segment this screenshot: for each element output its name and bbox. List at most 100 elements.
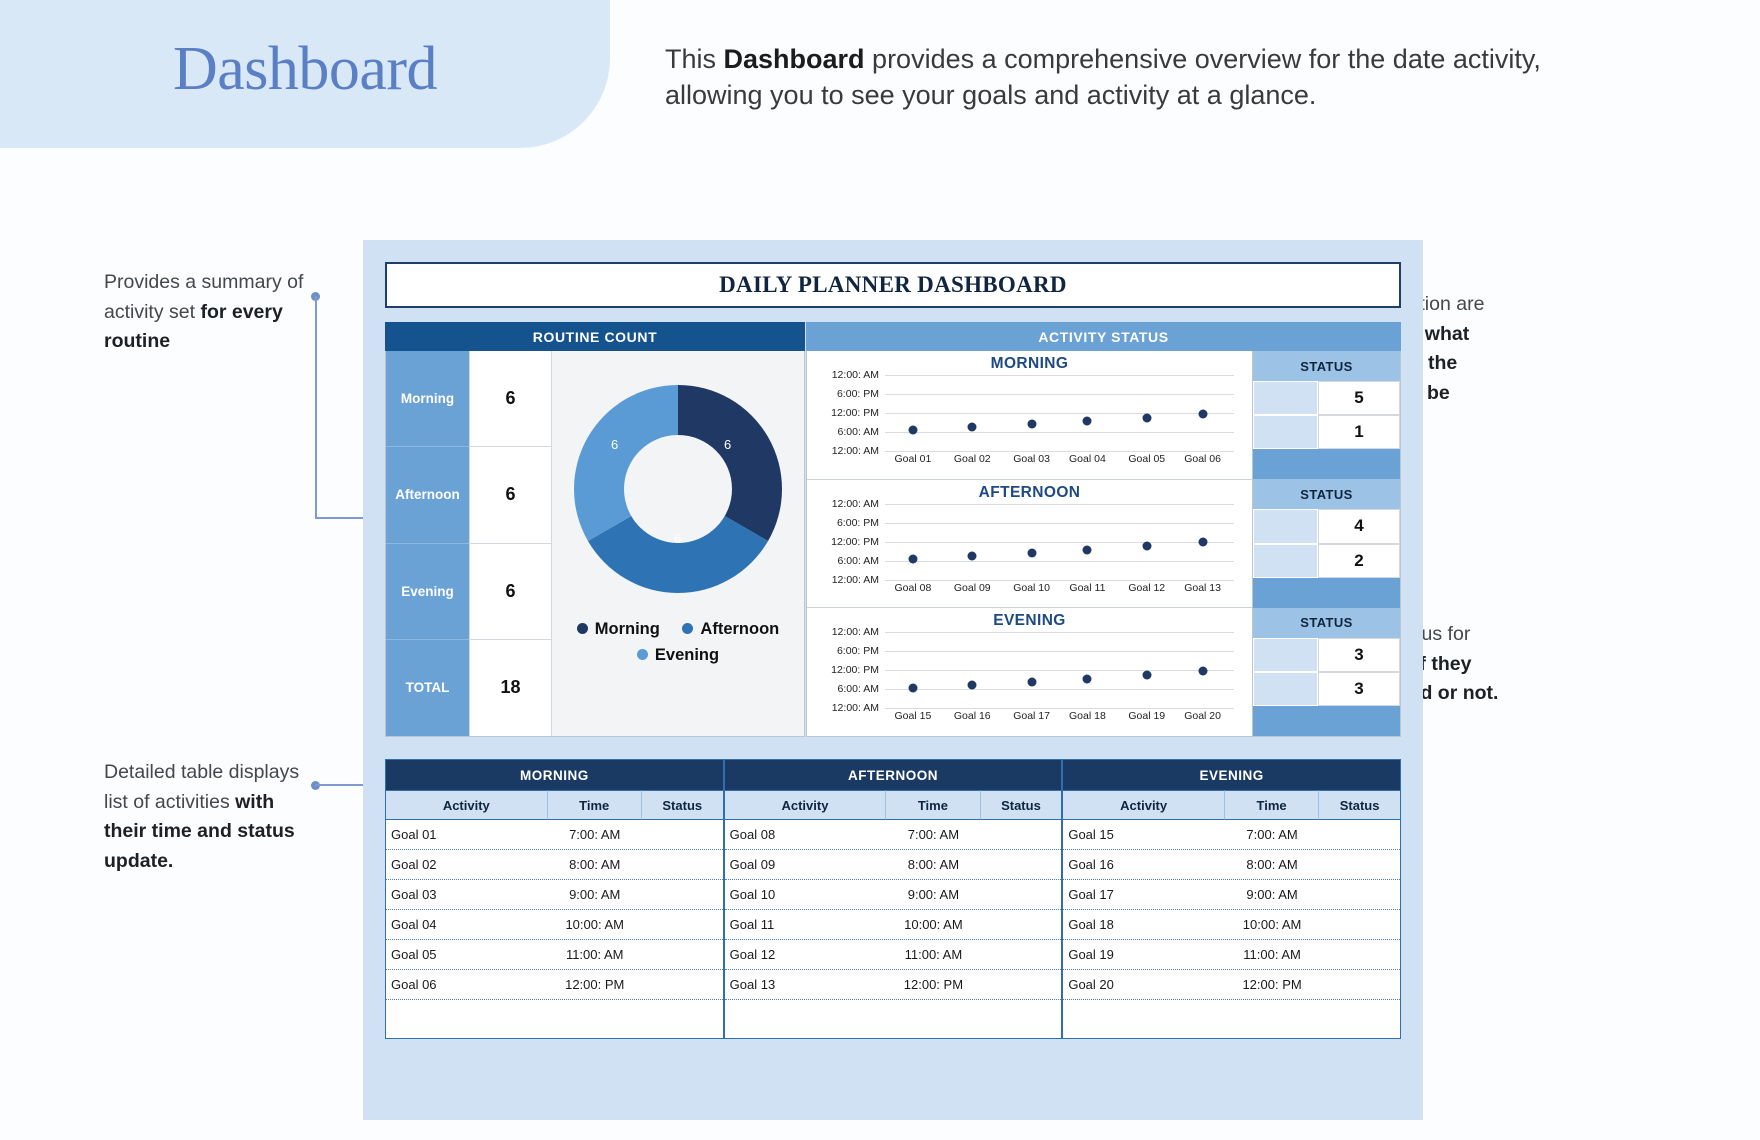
chart-evening-point <box>1142 670 1152 680</box>
table-row[interactable]: Goal 05 11:00: AM <box>386 940 723 970</box>
cell-time: 12:00: PM <box>565 977 625 992</box>
chart-afternoon-xtick-0: Goal 08 <box>894 581 932 594</box>
table-row[interactable]: Goal 08 7:00: AM <box>724 820 1062 850</box>
detail-col-status: Status <box>641 790 723 820</box>
status-value-evening-2: 3 <box>1318 671 1400 706</box>
routine-row-afternoon: Afternoon 6 <box>386 447 551 544</box>
annotation-table-bold: with their time and status update. <box>104 790 295 872</box>
chart-evening-point <box>967 680 977 690</box>
cell-status <box>981 970 1062 999</box>
chart-morning-point <box>1198 409 1208 419</box>
routine-label-evening: Evening <box>386 543 469 640</box>
table-row[interactable]: Goal 01 7:00: AM <box>386 820 723 850</box>
chart-evening-xtick-5: Goal 20 <box>1184 710 1221 723</box>
table-row[interactable]: Goal 15 7:00: AM <box>1063 820 1401 850</box>
cell-time: 11:00: AM <box>565 947 624 962</box>
cell-status <box>1319 820 1400 849</box>
chart-afternoon-point <box>1142 541 1152 551</box>
cell-time: 7:00: AM <box>907 827 960 842</box>
chart-morning-plot: 12:00: AM 6:00: PM 12:00: PM 6:00: AM 12… <box>831 369 1234 457</box>
routine-row-evening: Evening 6 <box>386 543 551 640</box>
table-row[interactable]: Goal 10 9:00: AM <box>724 880 1062 910</box>
detail-table: MORNING Activity Time Status Goal 01 7:0… <box>385 759 1401 1039</box>
table-row[interactable]: Goal 17 9:00: AM <box>1063 880 1401 910</box>
cell-activity: Goal 04 <box>391 917 437 932</box>
cell-time: 12:00: PM <box>903 977 964 992</box>
cell-status <box>981 850 1062 879</box>
legend-label-morning: Morning <box>594 620 660 638</box>
chart-afternoon-point <box>1198 537 1208 547</box>
status-header-morning: STATUS <box>1253 351 1400 381</box>
table-row[interactable]: Goal 20 12:00: PM <box>1063 970 1401 1000</box>
donut-hole <box>624 435 732 543</box>
table-row[interactable]: Goal 18 10:00: AM <box>1063 910 1401 940</box>
table-row[interactable]: Goal 11 10:00: AM <box>724 910 1062 940</box>
table-row[interactable]: Goal 09 8:00: AM <box>724 850 1062 880</box>
cell-activity: Goal 03 <box>391 887 437 902</box>
cell-activity: Goal 09 <box>729 857 776 872</box>
routine-count-table: Morning 6 Afternoon 6 Evening 6 TOTAL 18 <box>386 351 551 736</box>
chart-morning-xtick-2: Goal 03 <box>1013 453 1050 465</box>
status-block-evening: STATUS 3 3 <box>1253 607 1400 736</box>
status-block-morning: STATUS 5 1 <box>1253 351 1400 480</box>
activity-charts-column: MORNING 12:00: AM 6:00: PM 12:00: PM 6:0… <box>806 351 1253 737</box>
cell-status <box>1319 940 1400 969</box>
table-row[interactable]: Goal 02 8:00: AM <box>386 850 723 880</box>
top-widgets-row: ROUTINE COUNT Morning 6 Afternoon 6 Even… <box>385 322 1401 737</box>
chart-afternoon-title: AFTERNOON <box>978 483 1081 501</box>
status-row: 4 <box>1253 509 1400 544</box>
chart-morning-point <box>908 425 918 435</box>
chart-morning-point <box>1027 419 1037 429</box>
cell-time: 11:00: AM <box>1243 947 1301 962</box>
legend-item-morning: Morning <box>576 620 665 638</box>
table-row[interactable]: Goal 16 8:00: AM <box>1063 850 1401 880</box>
header-description: This Dashboard provides a comprehensive … <box>665 42 1595 113</box>
status-cell-blank <box>1253 381 1318 416</box>
detail-column-afternoon: AFTERNOON Activity Time Status Goal 08 7… <box>724 760 1064 1038</box>
cell-status <box>1319 910 1400 939</box>
chart-afternoon-ytick-2: 12:00: PM <box>831 535 879 548</box>
table-row[interactable]: Goal 19 11:00: AM <box>1063 940 1401 970</box>
chart-afternoon-xtick-5: Goal 13 <box>1184 581 1221 594</box>
cell-status <box>642 910 723 939</box>
annotation-routine-vline <box>315 296 317 518</box>
chart-morning-ytick-2: 12:00: PM <box>831 407 879 419</box>
cell-time: 9:00: AM <box>907 887 960 902</box>
annotation-routine-bold: for every routine <box>104 300 283 353</box>
status-value-afternoon-1: 4 <box>1318 509 1400 544</box>
table-row[interactable]: Goal 03 9:00: AM <box>386 880 723 910</box>
chart-evening-title: EVENING <box>993 612 1066 630</box>
routine-value-total: 18 <box>469 639 551 736</box>
legend-dot-morning <box>576 623 588 635</box>
table-row[interactable]: Goal 12 11:00: AM <box>724 940 1062 970</box>
cell-time: 7:00: AM <box>569 827 621 842</box>
routine-count-body: Morning 6 Afternoon 6 Evening 6 TOTAL 18 <box>385 351 805 737</box>
desc-prefix: This <box>665 44 724 74</box>
donut-svg <box>574 385 782 593</box>
chart-evening-xtick-4: Goal 19 <box>1128 710 1166 723</box>
cell-activity: Goal 08 <box>729 827 776 842</box>
legend-label-evening: Evening <box>654 645 720 664</box>
cell-time: 10:00: AM <box>904 917 963 932</box>
status-block-afternoon: STATUS 4 2 <box>1253 479 1400 608</box>
activity-status-panel: ACTIVITY STATUS MORNING 12:00: AM 6:00: … <box>806 322 1401 737</box>
routine-count-header: ROUTINE COUNT <box>385 322 805 351</box>
cell-time: 9:00: AM <box>569 887 621 902</box>
table-row[interactable]: Goal 06 12:00: PM <box>386 970 723 1000</box>
detail-head-morning: Activity Time Status <box>386 790 723 820</box>
desc-bold: Dashboard <box>723 44 865 74</box>
cell-time: 8:00: AM <box>1246 857 1298 872</box>
detail-column-evening: EVENING Activity Time Status Goal 15 7:0… <box>1063 760 1401 1038</box>
status-numbers-column: STATUS 5 1 STATUS <box>1253 351 1401 737</box>
chart-afternoon-point <box>1027 548 1037 558</box>
annotation-table-line2: list of activities <box>104 790 236 813</box>
table-row[interactable]: Goal 13 12:00: PM <box>724 970 1062 1000</box>
chart-morning-ytick-1: 6:00: PM <box>836 388 879 400</box>
status-divider <box>1253 449 1400 480</box>
table-row[interactable]: Goal 04 10:00: AM <box>386 910 723 940</box>
cell-activity: Goal 19 <box>1068 947 1114 962</box>
chart-morning-xlabels: Goal 01 Goal 02 Goal 03 Goal 04 Goal 05 … <box>885 453 1234 467</box>
chart-evening-xtick-0: Goal 15 <box>894 710 932 723</box>
legend-row-2: Evening <box>568 643 789 669</box>
annotation-routine-hline <box>315 517 390 519</box>
